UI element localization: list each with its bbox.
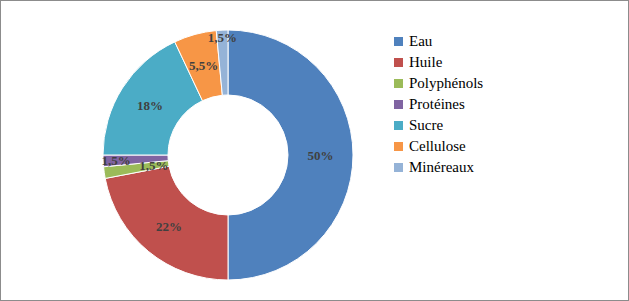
svg-text:5,5%: 5,5% bbox=[189, 58, 218, 73]
svg-text:22%: 22% bbox=[156, 219, 182, 234]
html-text:Huile: Huile bbox=[409, 54, 443, 70]
svg-text:1,5%: 1,5% bbox=[139, 158, 168, 173]
html-text:Protéines: Protéines bbox=[409, 96, 465, 112]
html-text:Polyphénols: Polyphénols bbox=[409, 75, 484, 91]
svg-text:50%: 50% bbox=[308, 148, 334, 163]
html-text:Sucre: Sucre bbox=[409, 117, 444, 133]
svg-text:18%: 18% bbox=[137, 98, 163, 113]
html-text:Eau: Eau bbox=[409, 33, 433, 49]
html-text:Cellulose: Cellulose bbox=[409, 138, 466, 154]
svg-text:1,5%: 1,5% bbox=[101, 153, 130, 168]
html-text:Minéreaux: Minéreaux bbox=[409, 159, 474, 175]
svg-text:1,5%: 1,5% bbox=[208, 30, 237, 45]
